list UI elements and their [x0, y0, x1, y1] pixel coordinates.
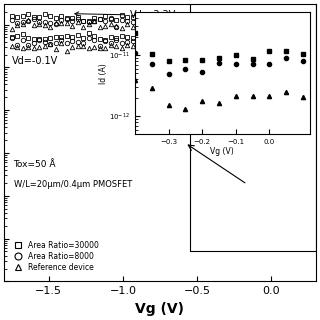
X-axis label: Vg (V): Vg (V) — [135, 302, 185, 316]
Bar — [190, 0, 316, 252]
Text: Tox=50 Å: Tox=50 Å — [13, 160, 56, 170]
Text: Vd=-3.3V: Vd=-3.3V — [75, 10, 177, 20]
Legend: Area Ratio=30000, Area Ratio=8000, Reference device: Area Ratio=30000, Area Ratio=8000, Refer… — [11, 238, 102, 275]
Text: Vd=-0.1V: Vd=-0.1V — [12, 56, 58, 66]
Text: W/L=20μm/0.4μm PMOSFET: W/L=20μm/0.4μm PMOSFET — [13, 180, 132, 189]
